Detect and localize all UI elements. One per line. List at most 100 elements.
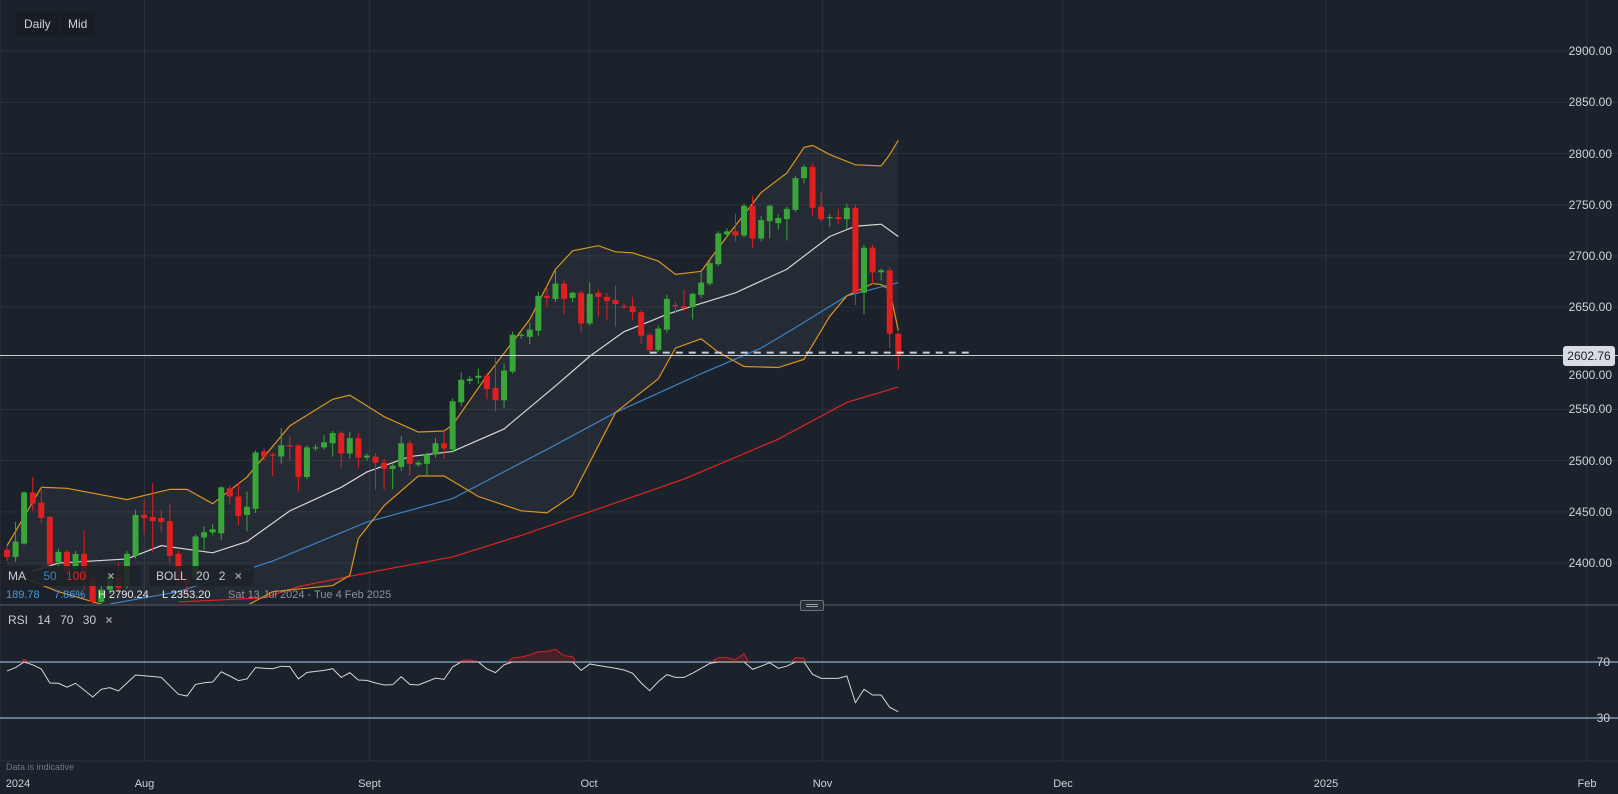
candle (638, 310, 645, 344)
candle (355, 433, 362, 468)
candle-body (629, 306, 636, 313)
rsi-overbought-segment (555, 648, 565, 657)
candle (449, 398, 456, 453)
candle (372, 453, 379, 490)
candle-body (63, 551, 70, 573)
candle (578, 290, 585, 333)
ma-legend[interactable]: MA 50 100 × (2, 566, 142, 586)
candle (869, 244, 876, 285)
candle (218, 486, 225, 540)
time-tick-label: Dec (1053, 778, 1073, 790)
candle (706, 260, 713, 286)
panel-resize-handle[interactable] (800, 600, 824, 611)
candle-body (303, 447, 310, 478)
candle-body (252, 452, 259, 509)
candle (423, 452, 430, 477)
candle (672, 302, 679, 314)
candle-body (561, 283, 568, 299)
candle (295, 444, 302, 492)
main-panel (0, 139, 1618, 604)
bollinger-upper-line (6, 139, 899, 546)
rsi-overbought-segment (711, 657, 719, 663)
rsi-overbought-fill (718, 657, 727, 662)
candle-body (578, 292, 585, 324)
boll-close-icon[interactable]: × (234, 569, 242, 583)
candle-body (218, 487, 225, 534)
rsi-overbought-segment (743, 653, 750, 663)
price-tick-label: 2650.00 (1568, 300, 1612, 315)
candle-body (706, 263, 713, 284)
candle-body (852, 207, 859, 293)
candle (346, 432, 353, 459)
time-tick-label: 2024 (5, 778, 31, 790)
candle (261, 448, 268, 461)
bollinger-band-fill (7, 140, 899, 604)
candle (723, 228, 730, 238)
candle (475, 368, 482, 384)
candle (843, 203, 850, 230)
candle (406, 440, 413, 477)
candle (741, 203, 748, 238)
candle-body (398, 443, 405, 467)
candle (458, 372, 465, 407)
candle-body (509, 334, 516, 372)
rsi-overbought-segment (790, 657, 796, 663)
candle-body (166, 521, 173, 556)
candle-body (526, 329, 533, 337)
ma-close-icon[interactable]: × (107, 569, 115, 583)
candle-body (801, 166, 808, 179)
rsi-overbought-segment (23, 658, 29, 663)
rsi-close-icon[interactable]: × (105, 613, 113, 627)
candle-body (732, 231, 739, 236)
candle-body (286, 445, 293, 447)
candle (818, 191, 825, 223)
candle-body (689, 293, 696, 308)
candle (689, 292, 696, 320)
candle-body (569, 292, 576, 298)
price-tick-label: 2450.00 (1568, 504, 1612, 519)
candle-body (783, 208, 790, 220)
candle-body (878, 270, 885, 273)
candle-body (741, 205, 748, 236)
candle (655, 325, 662, 353)
candle-body (483, 375, 490, 390)
rsi-overbought-segment (572, 656, 577, 663)
candle-body (192, 536, 199, 580)
candle (329, 430, 336, 457)
candle (303, 445, 310, 480)
candle (621, 303, 628, 310)
candle (55, 548, 62, 568)
candle-body (655, 328, 662, 351)
rsi-lower: 30 (82, 613, 97, 627)
candle (492, 357, 499, 412)
candle (732, 213, 739, 242)
candle (509, 331, 516, 374)
rsi-legend[interactable]: RSI 14 70 30 × (2, 610, 125, 630)
candle-body (552, 283, 559, 299)
candle (895, 332, 902, 370)
rsi-overbought-segment (529, 651, 539, 656)
candle (149, 483, 156, 552)
time-tick-label: Nov (812, 778, 833, 790)
candle (775, 213, 782, 230)
candle (4, 546, 10, 562)
candle (758, 216, 765, 242)
candle (29, 477, 36, 511)
candle-body (132, 514, 139, 556)
boll-legend[interactable]: BOLL 20 2 × (150, 566, 254, 586)
candle-body (261, 451, 268, 457)
candle-body (278, 445, 285, 457)
interval-button-daily[interactable]: Daily (16, 12, 59, 36)
candle-body (329, 433, 336, 444)
candle-body (492, 387, 499, 401)
candle-body (46, 516, 53, 565)
candle-body (663, 298, 670, 330)
boll-label: BOLL (156, 569, 187, 583)
candle (12, 522, 19, 563)
candle-body (432, 443, 439, 455)
price-type-button-mid[interactable]: Mid (60, 12, 96, 36)
candle (132, 509, 139, 559)
boll-stddev: 2 (218, 569, 226, 583)
candle-body (586, 293, 593, 324)
